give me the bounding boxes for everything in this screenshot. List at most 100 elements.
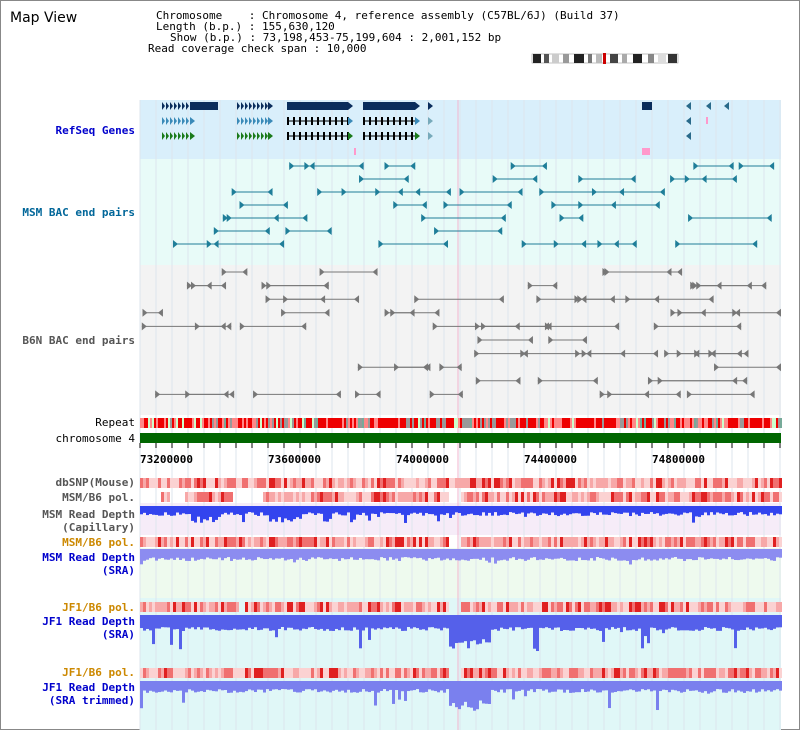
depth-bar [611,549,614,558]
heat-cell [473,668,476,678]
depth-bar [425,615,428,631]
depth-bar [404,506,407,523]
heat-cell [407,537,410,547]
gene-arrow [428,102,433,110]
heat-cell [500,602,503,612]
heat-cell [548,602,551,612]
repeat-block [454,418,456,428]
chromosome-ideogram[interactable] [530,52,682,66]
depth-bar [317,681,320,693]
depth-bar [359,549,362,558]
track-label-msm-bac[interactable]: MSM BAC end pairs [22,206,135,219]
heat-cell [347,478,350,488]
depth-bar [746,615,749,628]
heat-cell [317,602,320,612]
repeat-block [688,418,690,428]
track-label-msm-depth-sra[interactable]: MSM Read Depth (SRA) [5,551,135,577]
heat-cell [503,537,506,547]
depth-bar [167,506,170,515]
heat-cell [563,602,566,612]
depth-bar [500,506,503,515]
depth-bar [593,549,596,561]
heat-cell [278,492,281,502]
heat-cell [683,602,686,612]
heat-cell [560,478,563,488]
depth-bar [683,615,686,631]
track-label-jf1-b6-pol-2[interactable]: JF1/B6 pol. [62,666,135,679]
heat-cell [740,478,743,488]
heat-cell [527,492,530,502]
gene-exon [341,132,343,140]
track-label-jf1-depth-trim[interactable]: JF1 Read Depth (SRA trimmed) [5,681,135,707]
track-label-msm-b6-pol-2[interactable]: MSM/B6 pol. [62,536,135,549]
depth-bar [548,615,551,629]
gene-exon [257,117,260,125]
depth-bar [176,506,179,513]
track-label-jf1-depth-sra[interactable]: JF1 Read Depth (SRA) [5,615,135,641]
depth-bar [587,681,590,692]
repeat-block [582,418,584,428]
heat-cell [557,478,560,488]
bac-end [354,295,360,304]
heat-cell [551,537,554,547]
depth-bar [575,549,578,561]
heat-cell [596,602,599,612]
depth-bar [698,615,701,631]
heat-cell [536,668,539,678]
repeat-block [752,418,754,428]
depth-bar [401,615,404,631]
bac-end [559,214,565,222]
heat-cell [266,478,269,488]
depth-bar [704,681,707,692]
heat-cell [305,602,308,612]
depth-bar [182,549,185,559]
repeat-block [490,418,492,428]
track-label-chromosome[interactable]: chromosome 4 [55,432,135,445]
depth-bar [644,549,647,561]
repeat-block [442,418,444,428]
heat-cell [611,492,614,502]
track-label-jf1-b6-pol[interactable]: JF1/B6 pol. [62,601,135,614]
bac-end [475,376,481,385]
heat-cell [389,537,392,547]
heat-cell [665,537,668,547]
depth-bar [677,549,680,559]
depth-bar [380,506,383,513]
depth-bar [401,549,404,558]
bac-end [432,322,438,331]
depth-bar [296,681,299,693]
track-label-msm-b6-pol[interactable]: MSM/B6 pol. [62,491,135,504]
heat-cell [659,668,662,678]
heat-cell [686,492,689,502]
repeat-block [494,418,496,428]
repeat-block [300,418,302,428]
heat-cell [746,492,749,502]
heat-cell [269,492,272,502]
heat-cell [776,602,779,612]
repeat-block [452,418,454,428]
depth-bar [770,615,773,631]
depth-bar [245,506,248,514]
heat-cell [179,602,182,612]
track-label-b6n-bac[interactable]: B6N BAC end pairs [22,334,135,347]
heat-cell [605,492,608,502]
depth-bar [302,615,305,629]
gene-exon [329,117,331,125]
heat-cell [362,537,365,547]
heat-cell [353,478,356,488]
depth-bar [461,506,464,516]
heat-cell [386,602,389,612]
track-label-dbsnp[interactable]: dbSNP(Mouse) [55,476,135,489]
repeat-block [516,418,518,428]
track-label-msm-depth-cap[interactable]: MSM Read Depth (Capillary) [5,508,135,534]
depth-bar [383,681,386,690]
depth-bar [437,506,440,522]
repeat-block [722,418,724,428]
track-label-refseq[interactable]: RefSeq Genes [55,124,135,137]
track-label-repeat[interactable]: Repeat [95,416,135,429]
repeat-block [286,418,288,428]
depth-bar [704,549,707,560]
depth-bar [764,681,767,692]
heat-cell [521,602,524,612]
